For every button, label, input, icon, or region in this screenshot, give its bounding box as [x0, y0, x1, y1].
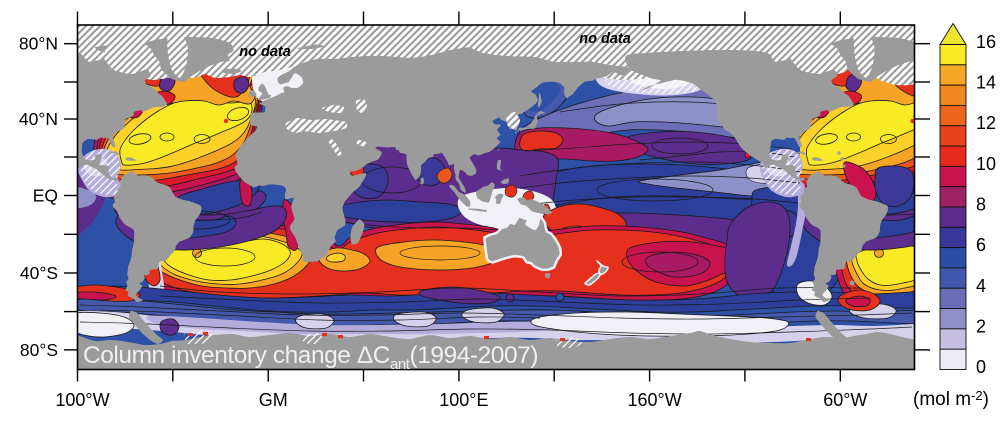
- svg-text:4: 4: [976, 276, 986, 296]
- svg-text:80°S: 80°S: [20, 340, 58, 360]
- svg-text:40°N: 40°N: [19, 109, 58, 129]
- svg-text:GM: GM: [259, 390, 288, 410]
- svg-text:10: 10: [976, 154, 996, 174]
- svg-text:14: 14: [976, 73, 996, 93]
- svg-text:12: 12: [976, 113, 996, 133]
- svg-text:Column inventory change ΔCant(: Column inventory change ΔCant(1994-2007): [83, 342, 538, 373]
- svg-text:80°N: 80°N: [19, 34, 58, 54]
- svg-text:EQ: EQ: [33, 186, 58, 206]
- svg-text:2: 2: [976, 316, 986, 336]
- svg-text:6: 6: [976, 235, 986, 255]
- svg-text:60°W: 60°W: [823, 390, 867, 410]
- svg-text:no data: no data: [579, 31, 631, 47]
- svg-text:160°W: 160°W: [627, 390, 681, 410]
- svg-text:no data: no data: [239, 44, 291, 60]
- svg-text:(mol m-2): (mol m-2): [913, 388, 989, 410]
- svg-text:100°E: 100°E: [439, 390, 488, 410]
- svg-text:16: 16: [976, 32, 996, 52]
- svg-text:40°S: 40°S: [20, 263, 58, 283]
- svg-text:8: 8: [976, 195, 986, 215]
- svg-text:0: 0: [976, 357, 986, 377]
- svg-text:100°W: 100°W: [55, 390, 109, 410]
